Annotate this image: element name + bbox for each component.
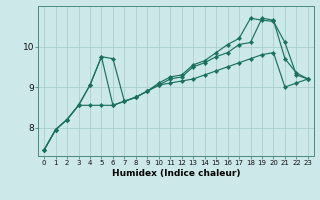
X-axis label: Humidex (Indice chaleur): Humidex (Indice chaleur) bbox=[112, 169, 240, 178]
